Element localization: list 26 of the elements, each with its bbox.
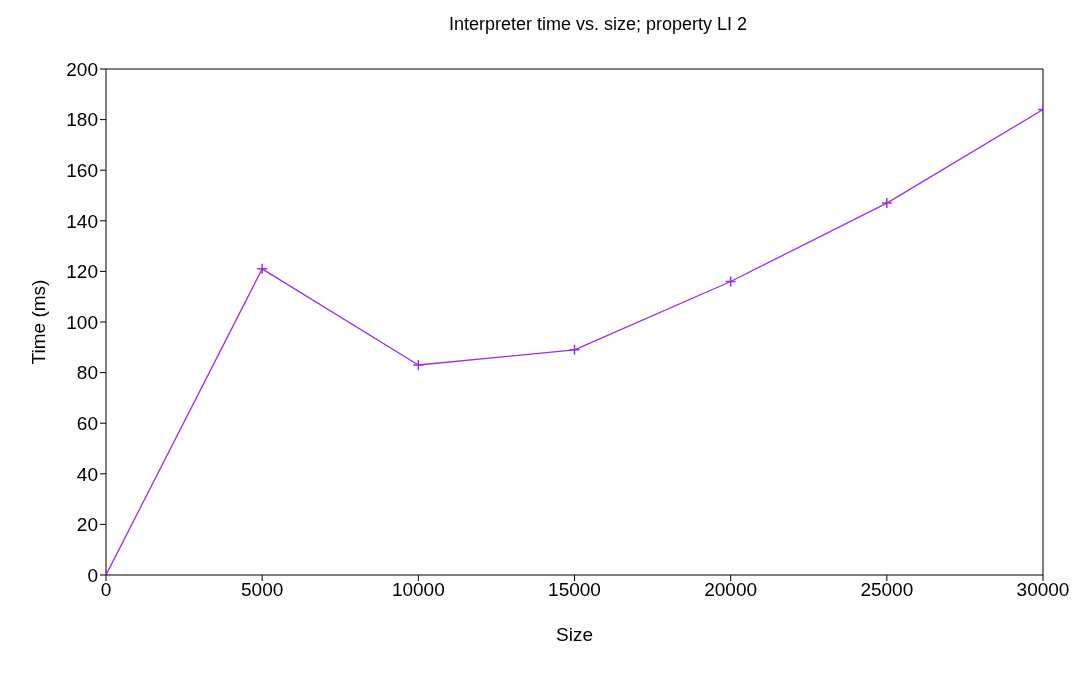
x-tick-label: 15000 (548, 579, 601, 601)
x-axis-title: Size (556, 624, 593, 645)
point (568, 344, 581, 356)
y-tick-label: 80 (76, 362, 98, 384)
x-tick-label: 25000 (860, 579, 914, 601)
y-tick-label: 120 (66, 261, 98, 283)
y-axis-title: Time (ms) (27, 279, 49, 365)
y-tick-label: 40 (76, 463, 98, 485)
y-tick-label: 20 (76, 514, 98, 536)
y-tick-label: 180 (66, 109, 98, 131)
point (724, 275, 737, 288)
x-tick-label: 10000 (391, 579, 445, 601)
point (412, 359, 425, 371)
y-tick-label: 100 (66, 311, 98, 333)
point (881, 197, 893, 209)
y-tick-label: 140 (66, 210, 98, 232)
chart-title: Interpreter time vs. size; property LI 2 (447, 14, 749, 35)
point (256, 263, 268, 275)
y-tick-label: 160 (66, 159, 98, 181)
x-tick-label: 5000 (241, 579, 284, 601)
x-tick-label: 0 (100, 579, 112, 601)
y-tick-label: 200 (66, 58, 98, 80)
y-tick-label: 0 (87, 564, 98, 586)
x-tick-label: 30000 (1016, 579, 1070, 601)
x-tick-label: 20000 (704, 579, 758, 601)
y-tick-label: 60 (76, 412, 98, 434)
